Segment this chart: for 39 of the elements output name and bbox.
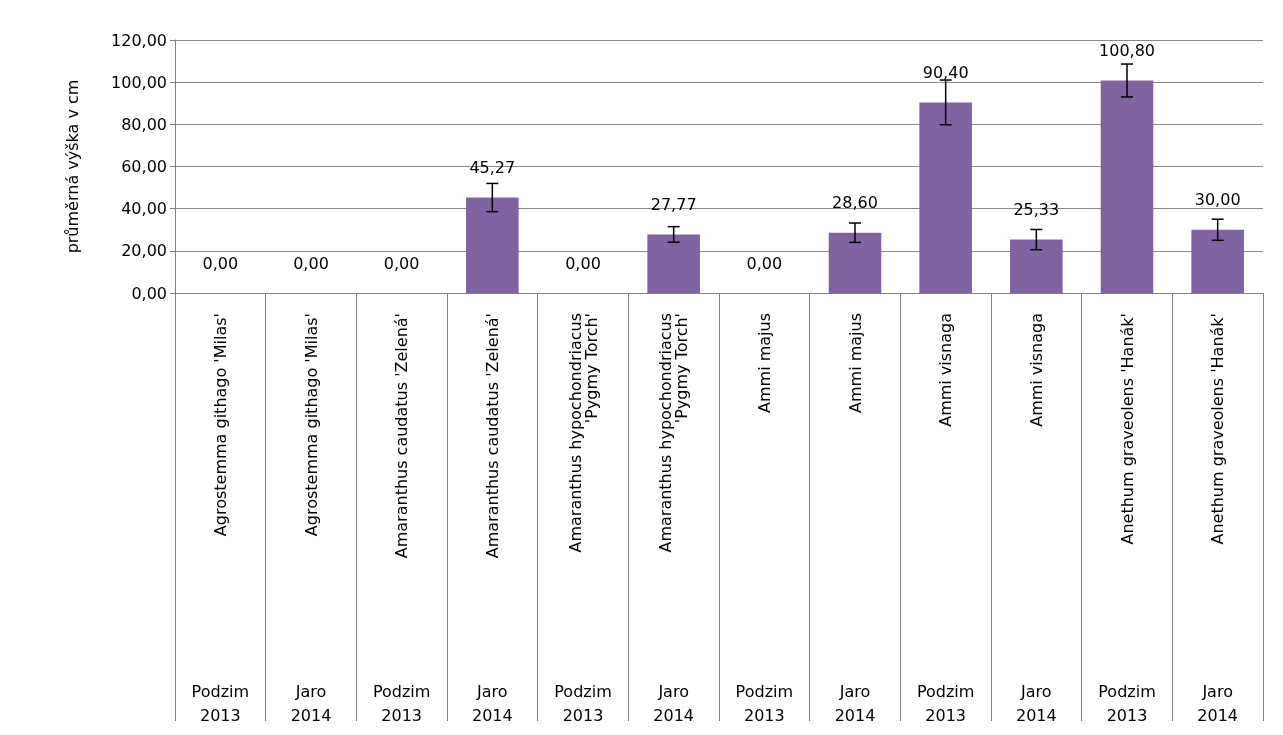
data-label: 0,00 [202,253,239,273]
data-label: 0,00 [383,253,420,273]
y-tick-label: 0,00 [131,283,167,303]
y-axis-title: průměrná výška v cm [62,79,82,254]
data-label: 90,40 [922,62,969,82]
category-label: Ammi majus Podzim 2013 [735,313,794,725]
category-label: Amaranthus hypochondriacus 'Pygmy Torch' Jaro 2014 [653,313,695,725]
data-label: 100,80 [1099,40,1155,60]
category-label: Amaranthus caudatus 'Zelená' Podzim 2013 [372,313,431,725]
bar [1010,239,1063,293]
bar [919,102,972,293]
category-label: Ammi visnaga Jaro 2014 [1015,313,1057,725]
bar [647,234,700,293]
data-label: 45,27 [469,158,516,178]
category-label: Ammi visnaga Podzim 2013 [916,313,975,725]
data-label: 0,00 [293,253,329,273]
y-tick-label: 20,00 [121,241,167,261]
category-label: Amaranthus caudatus 'Zelená' Jaro 2014 [471,313,513,725]
category-label: Anethum graveolens 'Hanák' Podzim 2013 [1098,313,1156,725]
category-label: Anethum graveolens 'Hanák' Jaro 2014 [1197,313,1239,725]
bar [828,232,882,293]
category-label: Agrostemma githago 'Milas' Podzim 2013 [191,313,250,725]
y-tick-label: 60,00 [121,157,167,176]
data-label: 28,60 [832,193,878,213]
bar [1100,80,1154,293]
data-label: 0,00 [746,253,783,273]
y-tick-label: 100,00 [111,72,167,92]
bar [1191,229,1244,293]
category-label: Agrostemma githago 'Milas' Jaro 2014 [290,313,332,725]
y-tick-label: 80,00 [121,114,167,134]
data-label: 25,33 [1013,200,1060,220]
category-label: Ammi majus Jaro 2014 [834,313,876,725]
y-tick-label: 40,00 [121,199,167,219]
bar [466,197,519,293]
y-tick-label: 120,00 [111,30,167,50]
data-label: 30,00 [1194,190,1241,210]
category-label: Amaranthus hypochondriacus 'Pygmy Torch' Podzim 2013 [554,313,612,725]
data-label: 27,77 [650,194,697,214]
data-label: 0,00 [565,253,601,273]
